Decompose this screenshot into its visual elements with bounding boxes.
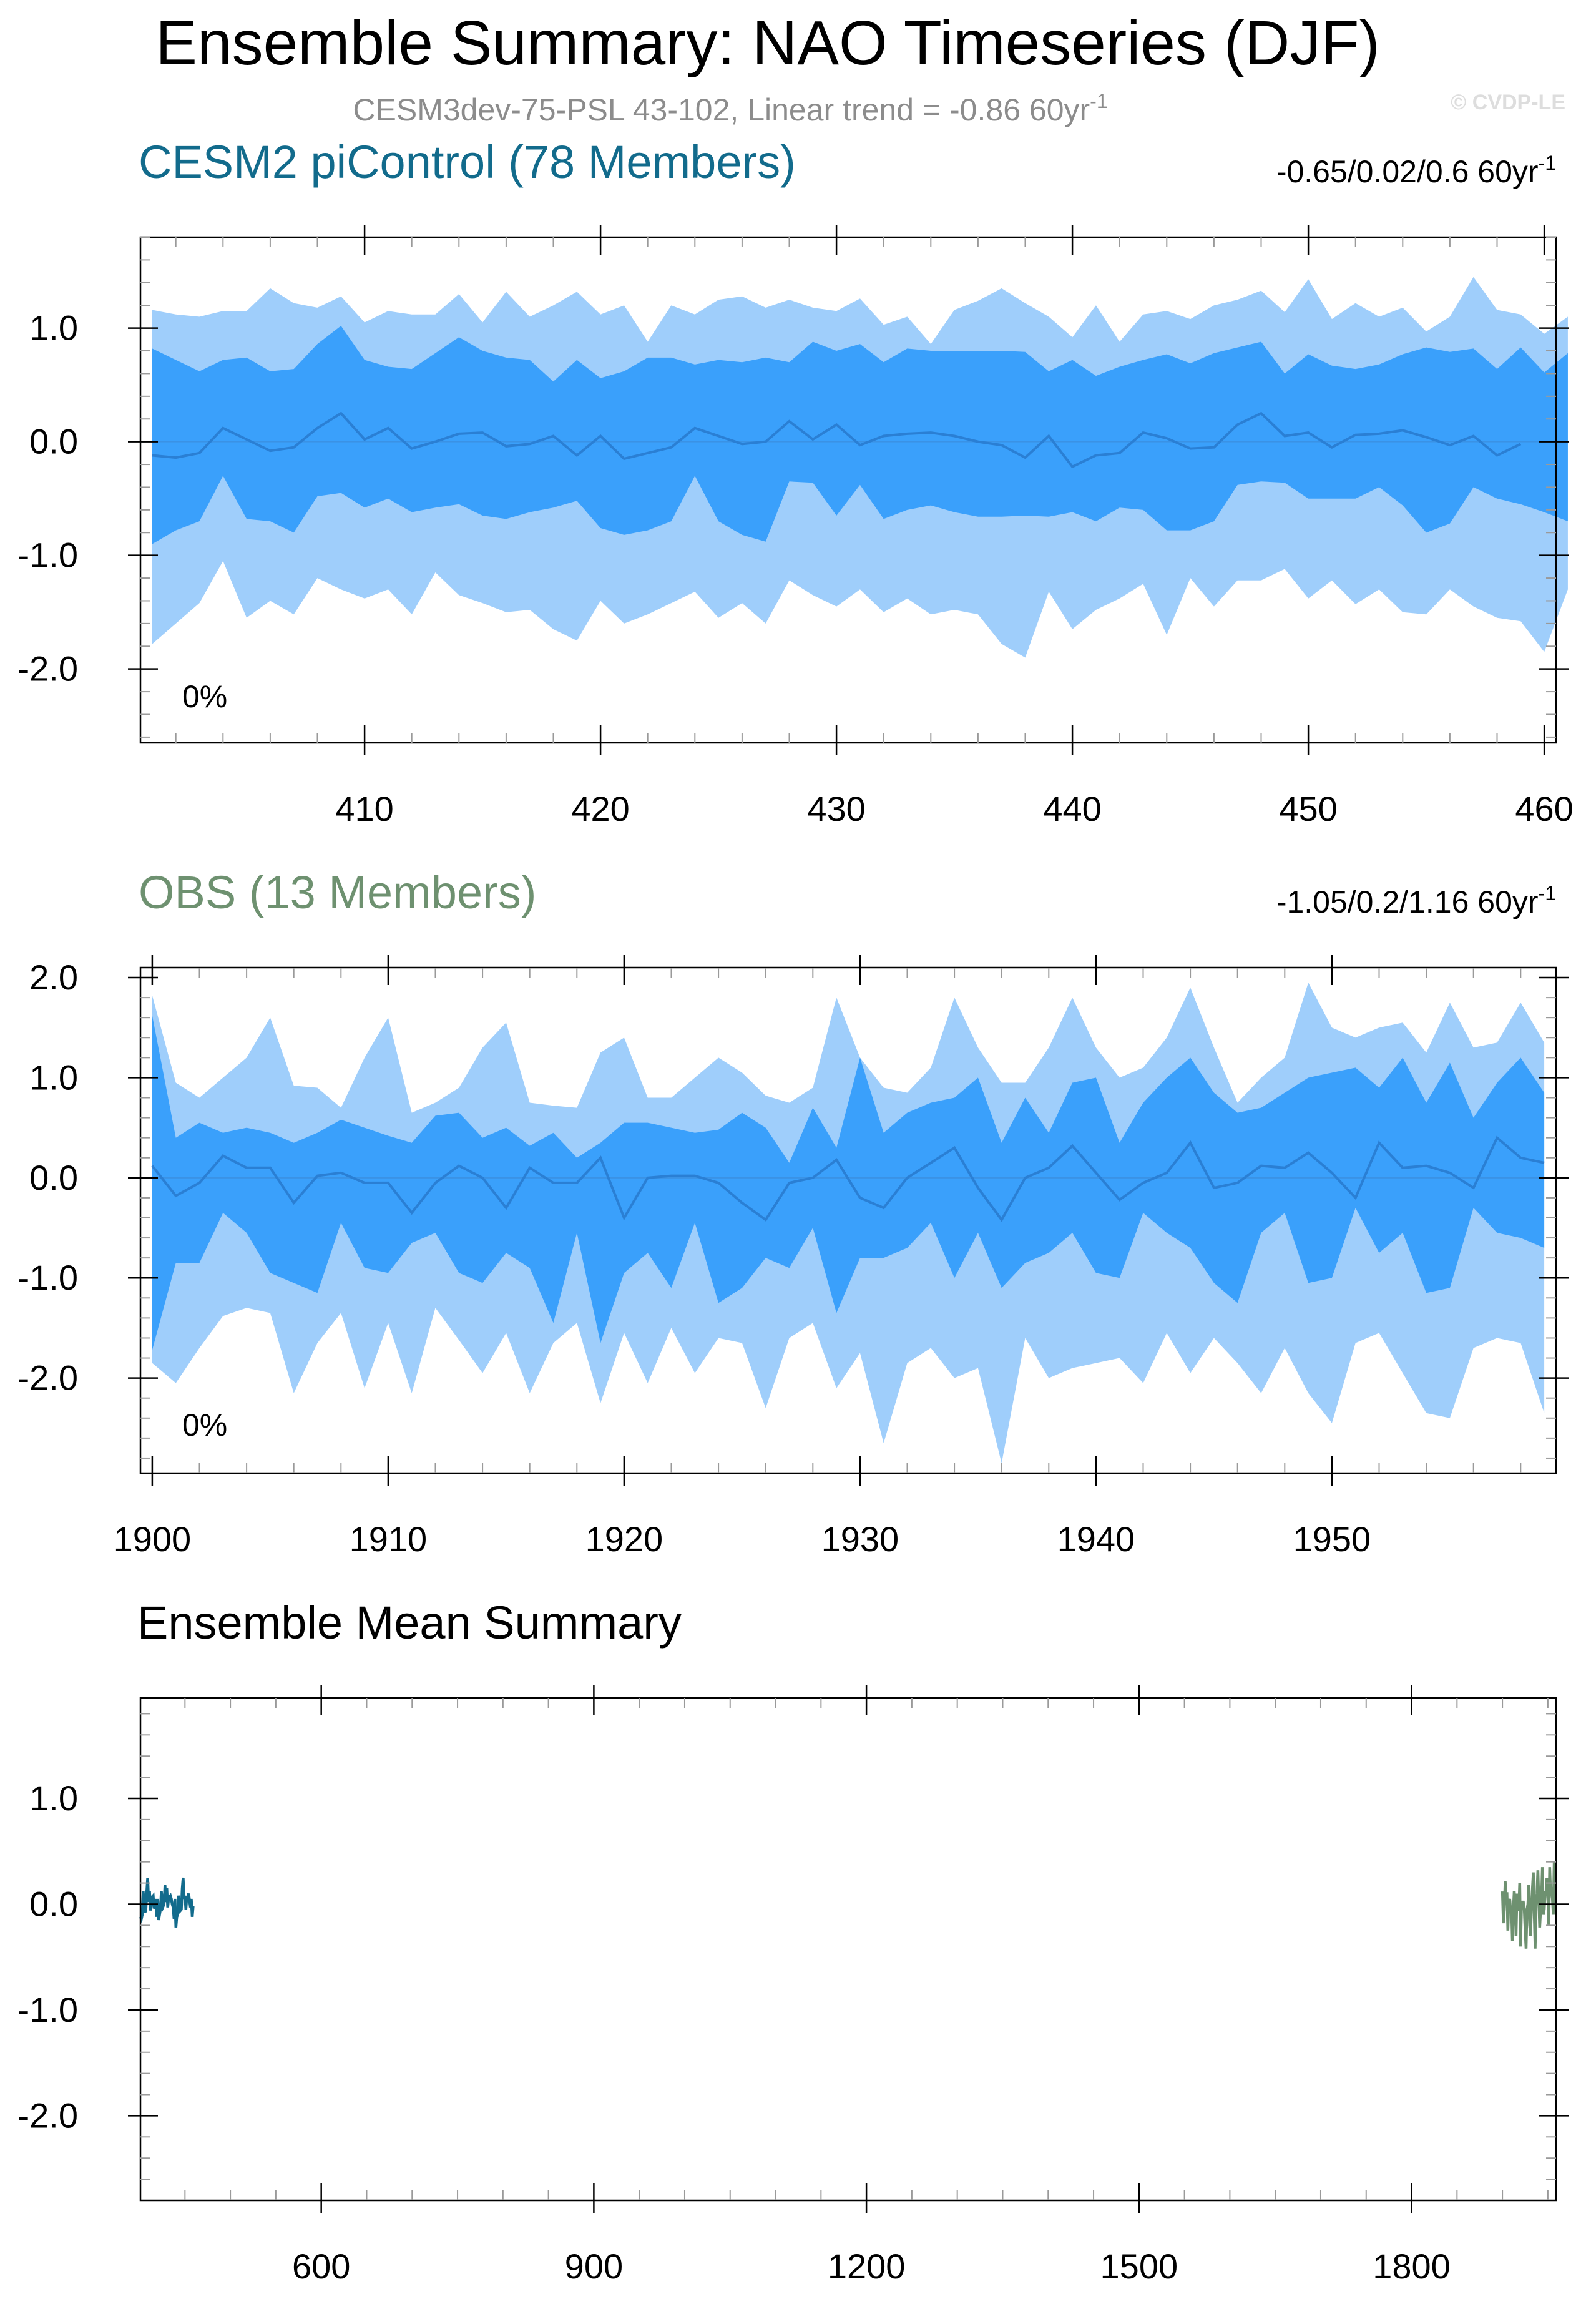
plot-frame [139, 966, 1557, 1474]
panel-stats-text: -0.65/0.02/0.6 60yr [1276, 154, 1539, 189]
panel-title: CESM2 piControl (78 Members) [139, 136, 796, 188]
x-tick-label: 1910 [350, 1519, 428, 1559]
percent-label: 0% [182, 1408, 227, 1443]
plot-frame [139, 1697, 1557, 2202]
panel-plot: 2.0 1.0 0.0 -1.0 -2.0 1900 1910 1920 1930 1940 195… [18, 955, 1569, 1559]
x-tick-label: 900 [565, 2247, 623, 2286]
x-tick-label: 420 [571, 789, 629, 828]
x-tick-label: 1900 [114, 1519, 192, 1559]
figure-title: Ensemble Summary: NAO Timeseries (DJF) [155, 8, 1379, 78]
panel-stats-sup: -1 [1539, 882, 1556, 905]
panel-stats: -1.05/0.2/1.16 60yr-1 [1276, 882, 1556, 919]
y-tick-label: -1.0 [18, 536, 79, 575]
y-tick-label: 0.0 [29, 422, 78, 461]
panel-title: Ensemble Mean Summary [137, 1597, 682, 1649]
percent-label: 0% [182, 679, 227, 714]
ensemble-mean-series-line [139, 1877, 195, 1928]
panel-title: OBS (13 Members) [139, 866, 536, 918]
y-tick-label: 1.0 [29, 1057, 78, 1097]
y-tick-label: -1.0 [18, 1990, 79, 2029]
subtitle-sup: -1 [1090, 90, 1107, 112]
y-tick-label: 0.0 [29, 1158, 78, 1197]
figure-subtitle: CESM3dev-75-PSL 43-102, Linear trend = -… [353, 90, 1107, 127]
x-tick-label: 460 [1515, 789, 1573, 828]
y-tick-label: -2.0 [18, 2096, 79, 2135]
panel-plot: 1.0 0.0 -1.0 -2.0 600 900 1200 1500 1800 [18, 1685, 1569, 2286]
x-tick-label: 410 [335, 789, 393, 828]
x-tick-label: 440 [1043, 789, 1101, 828]
panel-stats-text: -1.05/0.2/1.16 60yr [1276, 885, 1539, 919]
y-tick-label: 0.0 [29, 1884, 78, 1923]
ensemble-mean-series-line [1501, 1861, 1558, 1949]
ensemble-mean-line [151, 1135, 1545, 1222]
watermark: © CVDP-LE [1451, 91, 1565, 114]
x-tick-label: 600 [292, 2247, 350, 2286]
x-tick-label: 450 [1279, 789, 1337, 828]
y-tick-label: -2.0 [18, 1358, 79, 1398]
y-tick-label: -2.0 [18, 649, 79, 689]
x-tick-label: 430 [807, 789, 865, 828]
x-tick-label: 1800 [1373, 2247, 1451, 2286]
x-tick-label: 1930 [821, 1519, 899, 1559]
ensemble-mean-line [152, 411, 1522, 469]
x-tick-label: 1200 [828, 2247, 906, 2286]
x-tick-label: 1920 [585, 1519, 663, 1559]
y-tick-label: 1.0 [29, 1778, 78, 1818]
panel-cesm2: CESM2 piControl (78 Members) -0.65/0.02/… [18, 136, 1574, 828]
plot-background [140, 1698, 1556, 2200]
y-tick-label: 2.0 [29, 958, 78, 997]
x-tick-label: 1950 [1293, 1519, 1371, 1559]
y-tick-label: 1.0 [29, 308, 78, 348]
subtitle-text: CESM3dev-75-PSL 43-102, Linear trend = -… [353, 92, 1090, 127]
x-tick-label: 1500 [1100, 2247, 1178, 2286]
panel-plot: 1.0 0.0 -1.0 -2.0 410 420 430 440 450 460 [18, 225, 1574, 828]
panel-obs: OBS (13 Members) -1.05/0.2/1.16 60yr-1 2… [18, 866, 1569, 1559]
panel-ensemble-mean: Ensemble Mean Summary 1.0 0.0 -1.0 -2.0 600 9… [18, 1597, 1569, 2286]
plot-frame [139, 236, 1557, 744]
inner-spread-band [152, 326, 1568, 544]
inner-spread-band [152, 1016, 1545, 1350]
panel-stats: -0.65/0.02/0.6 60yr-1 [1276, 152, 1556, 189]
x-tick-label: 1940 [1057, 1519, 1135, 1559]
panel-stats-sup: -1 [1539, 152, 1556, 174]
y-tick-label: -1.0 [18, 1258, 79, 1297]
